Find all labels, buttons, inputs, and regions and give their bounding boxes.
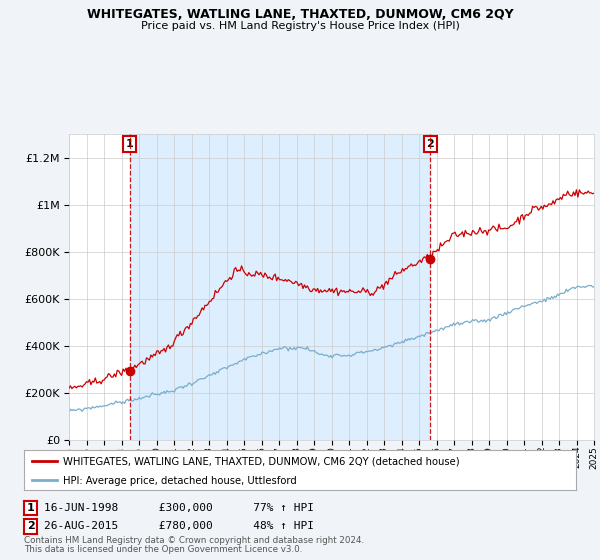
Text: HPI: Average price, detached house, Uttlesford: HPI: Average price, detached house, Uttl… bbox=[62, 476, 296, 486]
Text: Contains HM Land Registry data © Crown copyright and database right 2024.: Contains HM Land Registry data © Crown c… bbox=[24, 536, 364, 545]
Text: WHITEGATES, WATLING LANE, THAXTED, DUNMOW, CM6 2QY (detached house): WHITEGATES, WATLING LANE, THAXTED, DUNMO… bbox=[62, 457, 459, 467]
Text: 2: 2 bbox=[27, 521, 34, 531]
Text: 2: 2 bbox=[427, 139, 434, 149]
Text: Price paid vs. HM Land Registry's House Price Index (HPI): Price paid vs. HM Land Registry's House … bbox=[140, 21, 460, 31]
Text: 1: 1 bbox=[125, 139, 133, 149]
Text: 16-JUN-1998      £300,000      77% ↑ HPI: 16-JUN-1998 £300,000 77% ↑ HPI bbox=[44, 503, 314, 513]
Text: WHITEGATES, WATLING LANE, THAXTED, DUNMOW, CM6 2QY: WHITEGATES, WATLING LANE, THAXTED, DUNMO… bbox=[86, 8, 514, 21]
Text: 1: 1 bbox=[27, 503, 34, 513]
Bar bbox=[130, 134, 430, 440]
Text: 26-AUG-2015      £780,000      48% ↑ HPI: 26-AUG-2015 £780,000 48% ↑ HPI bbox=[44, 521, 314, 531]
Text: This data is licensed under the Open Government Licence v3.0.: This data is licensed under the Open Gov… bbox=[24, 545, 302, 554]
